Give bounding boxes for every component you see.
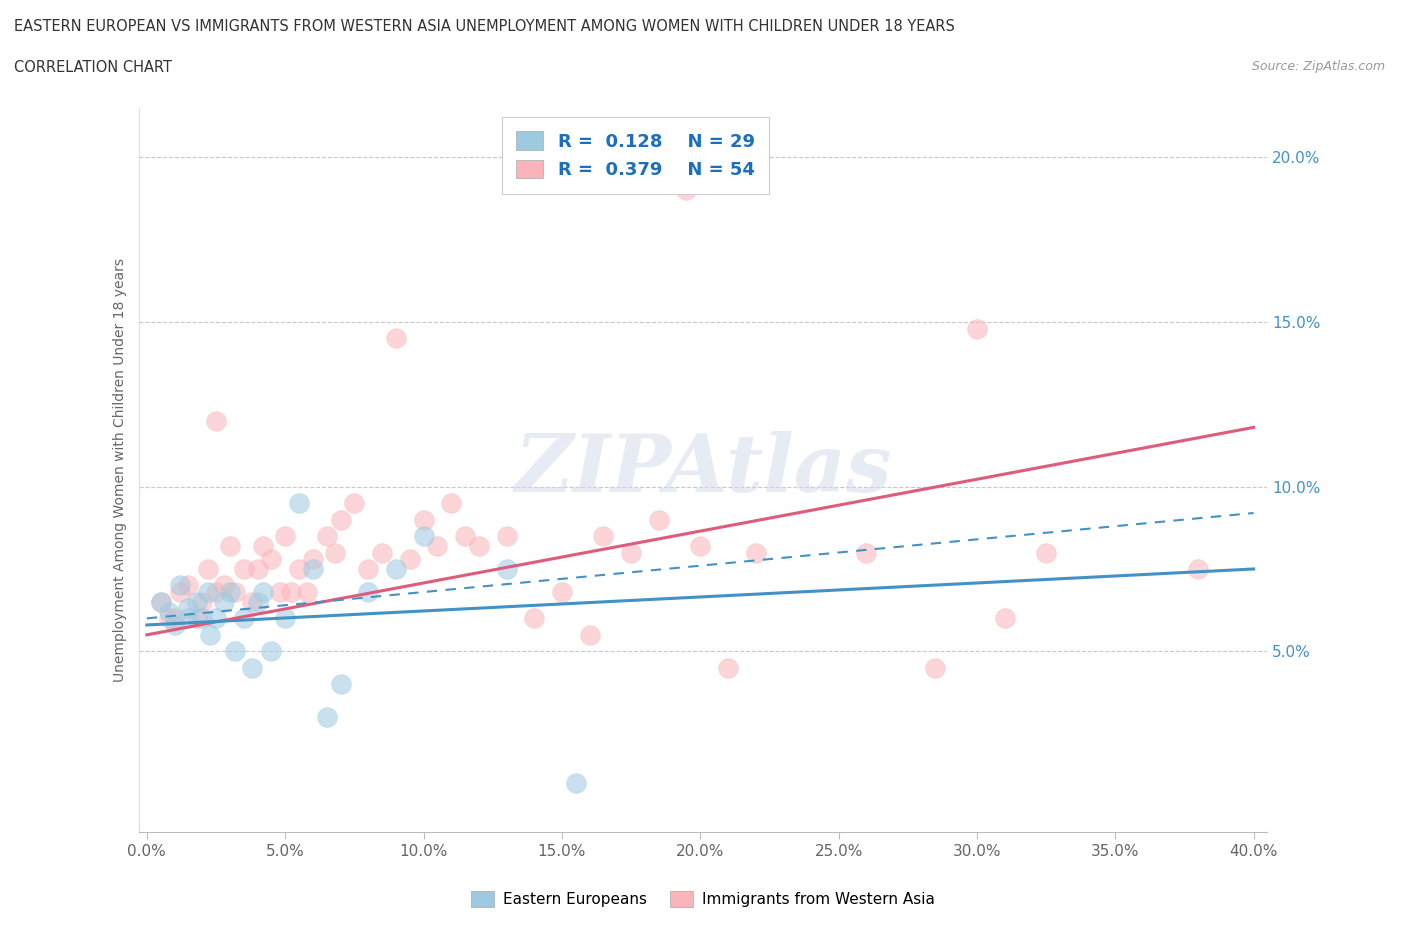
Point	[564, 776, 586, 790]
Point	[426, 538, 449, 553]
Point	[240, 594, 263, 609]
Point	[357, 562, 380, 577]
Point	[191, 611, 214, 626]
Point	[385, 331, 408, 346]
Point	[744, 545, 766, 560]
Point	[689, 538, 711, 553]
Point	[197, 585, 219, 600]
Point	[371, 545, 394, 560]
Point	[620, 545, 643, 560]
Point	[495, 528, 517, 543]
Point	[200, 628, 222, 643]
Point	[412, 512, 434, 527]
Point	[218, 538, 240, 553]
Y-axis label: Unemployment Among Women with Children Under 18 years: Unemployment Among Women with Children U…	[114, 259, 128, 683]
Point	[924, 660, 946, 675]
Point	[169, 585, 191, 600]
Point	[994, 611, 1017, 626]
Point	[288, 562, 311, 577]
Point	[246, 594, 269, 609]
Point	[177, 601, 200, 616]
Point	[592, 528, 614, 543]
Point	[177, 578, 200, 593]
Point	[280, 585, 302, 600]
Point	[454, 528, 477, 543]
Point	[214, 594, 236, 609]
Point	[191, 594, 214, 609]
Point	[357, 585, 380, 600]
Point	[186, 611, 208, 626]
Point	[288, 496, 311, 511]
Point	[157, 604, 180, 619]
Point	[302, 551, 325, 566]
Point	[252, 538, 274, 553]
Point	[523, 611, 546, 626]
Point	[648, 512, 671, 527]
Point	[246, 562, 269, 577]
Point	[149, 594, 172, 609]
Point	[157, 611, 180, 626]
Point	[855, 545, 877, 560]
Point	[205, 413, 228, 428]
Point	[218, 585, 240, 600]
Point	[412, 528, 434, 543]
Legend: Eastern Europeans, Immigrants from Western Asia: Eastern Europeans, Immigrants from Weste…	[465, 884, 941, 913]
Point	[169, 578, 191, 593]
Point	[1035, 545, 1057, 560]
Point	[329, 512, 352, 527]
Text: EASTERN EUROPEAN VS IMMIGRANTS FROM WESTERN ASIA UNEMPLOYMENT AMONG WOMEN WITH C: EASTERN EUROPEAN VS IMMIGRANTS FROM WEST…	[14, 19, 955, 33]
Point	[315, 528, 337, 543]
Point	[297, 585, 319, 600]
Point	[468, 538, 491, 553]
Point	[260, 644, 283, 658]
Point	[224, 585, 246, 600]
Point	[302, 562, 325, 577]
Point	[329, 677, 352, 692]
Point	[274, 528, 297, 543]
Point	[966, 321, 988, 336]
Point	[385, 562, 408, 577]
Point	[440, 496, 463, 511]
Point	[232, 611, 254, 626]
Point	[163, 611, 186, 626]
Point	[205, 585, 228, 600]
Point	[224, 644, 246, 658]
Point	[1187, 562, 1209, 577]
Text: ZIPAtlas: ZIPAtlas	[515, 432, 891, 509]
Point	[197, 562, 219, 577]
Point	[214, 578, 236, 593]
Point	[240, 660, 263, 675]
Point	[177, 611, 200, 626]
Point	[205, 611, 228, 626]
Point	[260, 551, 283, 566]
Point	[675, 183, 697, 198]
Point	[315, 710, 337, 724]
Point	[578, 628, 600, 643]
Point	[551, 585, 574, 600]
Point	[398, 551, 420, 566]
Legend: R =  0.128    N = 29, R =  0.379    N = 54: R = 0.128 N = 29, R = 0.379 N = 54	[502, 117, 769, 193]
Text: CORRELATION CHART: CORRELATION CHART	[14, 60, 172, 75]
Point	[186, 594, 208, 609]
Point	[252, 585, 274, 600]
Point	[232, 562, 254, 577]
Text: Source: ZipAtlas.com: Source: ZipAtlas.com	[1251, 60, 1385, 73]
Point	[274, 611, 297, 626]
Point	[163, 618, 186, 632]
Point	[269, 585, 291, 600]
Point	[717, 660, 740, 675]
Point	[495, 562, 517, 577]
Point	[323, 545, 346, 560]
Point	[149, 594, 172, 609]
Point	[343, 496, 366, 511]
